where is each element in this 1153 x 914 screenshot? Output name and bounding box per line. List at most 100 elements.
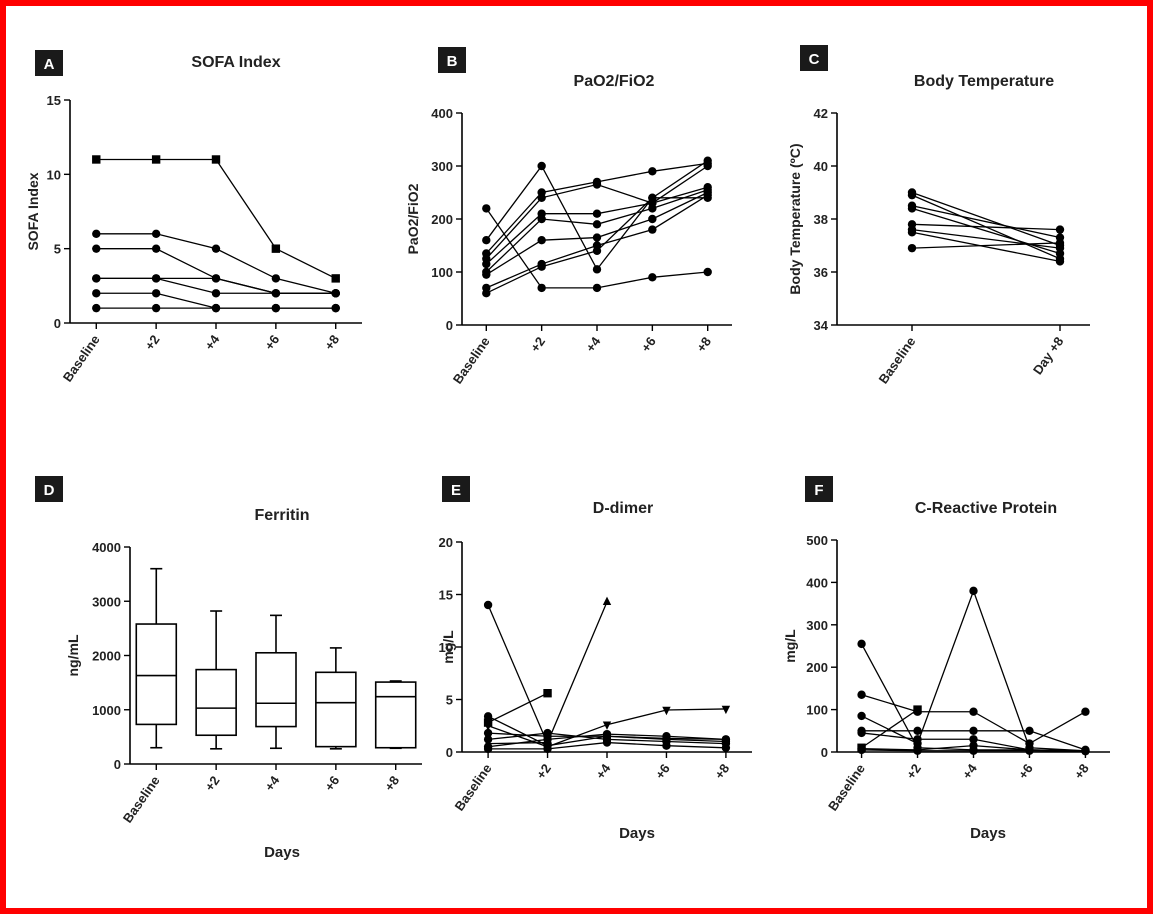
- y-axis-label: PaO2/FiO2: [405, 183, 421, 254]
- x-axis-label: Days: [619, 825, 655, 842]
- data-point-marker: [913, 726, 922, 735]
- y-tick-label: 400: [806, 575, 828, 590]
- data-point-marker: [537, 193, 546, 202]
- x-tick-label: Baseline: [60, 332, 103, 384]
- y-tick-label: 0: [446, 745, 453, 760]
- series-line: [861, 709, 918, 749]
- series-8: [483, 738, 731, 754]
- data-point-marker: [151, 229, 161, 238]
- series-line: [911, 205, 1061, 239]
- data-point-marker: [543, 728, 552, 738]
- panel-label: B: [447, 53, 458, 70]
- chart-title: C-Reactive Protein: [915, 500, 1057, 517]
- data-point-marker: [483, 712, 493, 721]
- x-tick-label: +8: [381, 773, 402, 794]
- data-point-marker: [721, 705, 731, 715]
- data-point-marker: [537, 161, 546, 171]
- y-tick-label: 1000: [92, 703, 121, 718]
- panel-label-badge: [35, 50, 63, 76]
- data-point-marker: [907, 190, 917, 200]
- x-tick-label: Baseline: [875, 334, 918, 386]
- x-tick-label: +6: [262, 332, 283, 353]
- y-tick-label: 0: [446, 318, 453, 333]
- data-point-marker: [92, 229, 101, 238]
- data-point-marker: [907, 228, 917, 237]
- data-point-marker: [483, 722, 493, 731]
- x-tick-label: +2: [142, 332, 163, 353]
- data-point-marker: [857, 728, 866, 738]
- data-point-marker: [969, 726, 978, 735]
- series-line: [911, 228, 1061, 249]
- x-tick-label: +8: [1071, 761, 1092, 782]
- series-line: [96, 158, 337, 279]
- panel-label: F: [814, 482, 823, 499]
- series-6: [482, 188, 712, 279]
- y-tick-label: 5: [446, 693, 453, 708]
- data-point-marker: [1081, 707, 1090, 716]
- data-point-marker: [857, 745, 866, 755]
- box-iqr: [374, 681, 417, 749]
- data-point-marker: [721, 735, 731, 744]
- y-tick-label: 15: [439, 588, 453, 603]
- series-4: [92, 274, 340, 298]
- series-6: [92, 303, 340, 313]
- x-tick-label: +4: [262, 772, 283, 793]
- data-point-marker: [483, 735, 493, 744]
- y-tick-label: 400: [431, 106, 453, 121]
- x-tick-label: +2: [202, 773, 223, 794]
- data-point-marker: [1055, 225, 1065, 234]
- data-point-marker: [913, 746, 922, 755]
- series-0: [92, 155, 340, 283]
- data-point-marker: [648, 204, 657, 213]
- chart-panel-b: B PaO2/FiO2 0 100 200 300 400 PaO2/FiO2 Baseline…: [405, 47, 732, 387]
- series-line: [487, 692, 548, 724]
- y-axis-label: SOFA Index: [25, 172, 41, 250]
- data-point-marker: [602, 596, 612, 606]
- data-point-marker: [483, 600, 493, 610]
- data-point-marker: [331, 289, 340, 298]
- box-plot-4: [374, 680, 417, 750]
- chart-panel-a: A SOFA Index 0 5 10 15 SOFA Index Baseline +2 +4 +…: [25, 50, 362, 385]
- data-point-marker: [92, 274, 101, 283]
- data-point-marker: [331, 274, 340, 283]
- panel-label: E: [451, 482, 461, 499]
- series-7: [857, 745, 1090, 756]
- data-point-marker: [592, 283, 602, 293]
- data-point-marker: [662, 732, 671, 741]
- data-point-marker: [271, 289, 281, 298]
- data-point-marker: [969, 746, 978, 755]
- data-point-marker: [482, 270, 491, 279]
- x-tick-label: +2: [903, 761, 924, 782]
- y-tick-label: 38: [814, 212, 828, 227]
- x-tick-label: +8: [321, 332, 342, 353]
- data-point-marker: [482, 204, 491, 213]
- data-point-marker: [913, 705, 922, 714]
- data-point-marker: [1025, 726, 1034, 735]
- data-point-marker: [592, 265, 602, 274]
- data-point-marker: [151, 303, 161, 313]
- series-line: [96, 233, 336, 294]
- panel-label: C: [809, 51, 820, 68]
- y-tick-label: 10: [47, 167, 61, 182]
- data-point-marker: [151, 289, 161, 298]
- data-point-marker: [592, 246, 602, 255]
- series-8: [482, 193, 712, 298]
- data-point-marker: [271, 303, 281, 313]
- data-point-marker: [703, 161, 712, 171]
- data-point-marker: [543, 744, 552, 754]
- box-plot-0: [135, 567, 178, 749]
- data-point-marker: [1025, 746, 1034, 755]
- x-tick-label: +2: [527, 334, 548, 355]
- box-iqr: [315, 671, 357, 748]
- x-tick-label: +6: [652, 761, 673, 782]
- chart-title: D-dimer: [593, 500, 653, 517]
- data-point-marker: [1081, 746, 1090, 756]
- data-point-marker: [151, 244, 161, 253]
- y-tick-label: 40: [814, 159, 828, 174]
- chart-panel-c: C Body Temperature 34 36 38 40 42 Body Temperat…: [787, 45, 1090, 387]
- series-line: [911, 191, 1061, 247]
- series-7: [907, 238, 1065, 253]
- data-point-marker: [537, 214, 546, 224]
- series-line: [911, 223, 1061, 231]
